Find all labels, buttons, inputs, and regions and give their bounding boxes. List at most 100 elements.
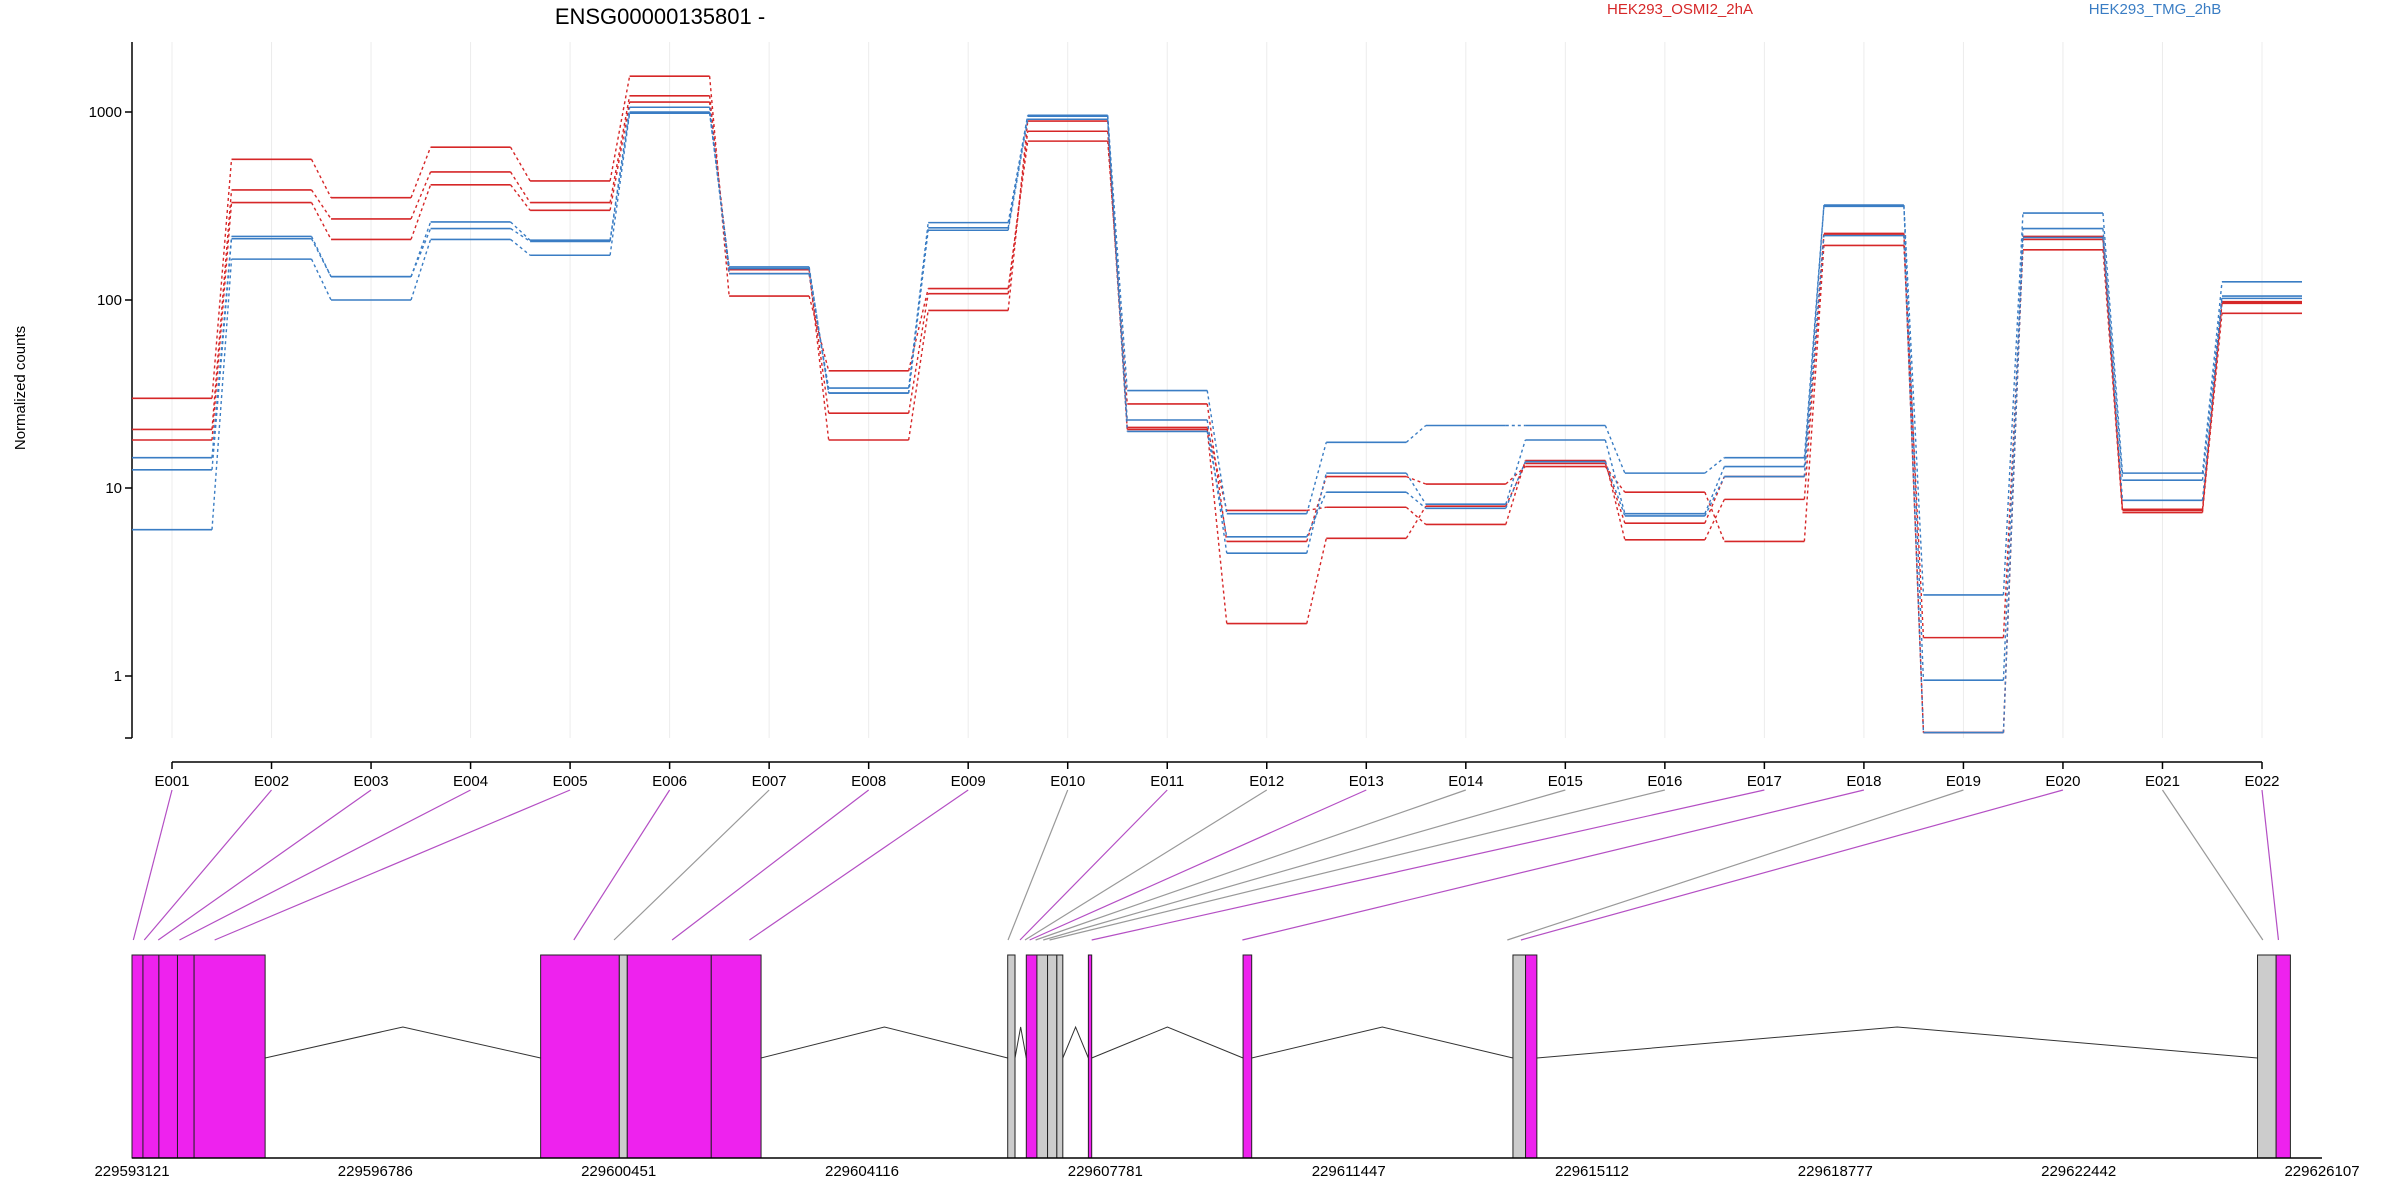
series-5-connector (2102, 237, 2124, 501)
series-1-connector (410, 171, 432, 220)
grid-layer (171, 42, 2263, 738)
series-0-connector (1803, 245, 1825, 542)
series-4-connector (1803, 206, 1825, 467)
series-1-connector (907, 293, 929, 414)
x-tick-label: E021 (2145, 773, 2180, 790)
exon-link-E001 (132, 789, 173, 941)
intron-line (1091, 1026, 1244, 1059)
exon-block-E007 (618, 954, 628, 1159)
series-0-connector (410, 146, 432, 198)
intron-line (1536, 1026, 2258, 1059)
series-4-connector (510, 227, 531, 242)
exon-link-E021 (2161, 789, 2264, 941)
x-tick-label: E022 (2244, 773, 2279, 790)
x-tick-label: E009 (951, 773, 986, 790)
series-2-connector (1007, 120, 1029, 311)
series-1-connector (1704, 499, 1726, 541)
genome-tick-label: 229607781 (1068, 1163, 1143, 1180)
x-tick-label: E013 (1349, 773, 1384, 790)
series-3-connector (410, 221, 432, 277)
series-0-connector (1107, 141, 1128, 404)
series-4-connector (211, 238, 233, 470)
exon-link-E015 (1043, 789, 1566, 941)
x-tick-label: E002 (254, 773, 289, 790)
x-tick-label: E019 (1946, 773, 1981, 790)
series-1-connector (509, 171, 531, 203)
series-5-connector (1903, 235, 1925, 733)
exon-block-E015 (1087, 954, 1093, 1159)
series-5-connector (1405, 491, 1427, 509)
genome-tick-label: 229622442 (2041, 1163, 2116, 1180)
series-2-connector (609, 101, 631, 211)
series-0-connector (1206, 403, 1228, 542)
series-3-connector (211, 236, 233, 458)
exon-link-E009 (749, 789, 969, 941)
series-5-connector (410, 239, 432, 301)
series-1-connector (310, 189, 332, 220)
x-tick-label: E010 (1050, 773, 1085, 790)
series-3-connector (1107, 115, 1128, 391)
series-1-connector (211, 189, 233, 430)
series-3-connector (1803, 204, 1825, 458)
y-tick-label: 1 (114, 668, 122, 685)
gene-model: 229593121 229596786 229600451 229604116 2296… (94, 954, 2360, 1180)
y-tick-label: 100 (97, 292, 122, 309)
exon-block-E019 (2257, 954, 2277, 1159)
exon-link-E020 (1520, 789, 2064, 941)
series-5-connector (1107, 119, 1128, 432)
intron-line (265, 1026, 541, 1059)
series-0-connector (1406, 475, 1427, 485)
series-0-connector (211, 159, 233, 399)
genome-tick-label: 229593121 (94, 1163, 169, 1180)
series-4-connector (2102, 228, 2124, 481)
exon-link-E022 (2261, 789, 2280, 941)
x-tick-label: E008 (851, 773, 886, 790)
x-tick-label: E015 (1548, 773, 1583, 790)
series-3-connector (2002, 213, 2024, 595)
exon-block-E010 (1007, 954, 1016, 1159)
exon-link-E018 (1242, 789, 1865, 941)
series-0-connector (1704, 491, 1726, 542)
exon-block-E016 (1242, 954, 1253, 1159)
series-2-connector (510, 184, 531, 211)
genome-tick-label: 229615112 (1555, 1163, 1629, 1180)
series-3-connector (2102, 213, 2124, 474)
series-lines (132, 75, 2302, 734)
x-tick-label: E014 (1448, 773, 1483, 790)
exon-block-E014 (1056, 954, 1064, 1159)
exon-block-E020 (2275, 954, 2291, 1159)
genome-tick-label: 229626107 (2284, 1163, 2359, 1180)
series-5-connector (2201, 298, 2223, 501)
exon-link-E014 (1035, 789, 1467, 941)
series-1-connector (1206, 427, 1228, 511)
chart-title: ENSG00000135801 - (555, 4, 765, 29)
x-tick-label: E001 (154, 773, 189, 790)
series-2-connector (2102, 236, 2124, 511)
series-0-connector (509, 146, 531, 182)
exon-link-E004 (179, 789, 471, 941)
exon-block-E001 (131, 954, 144, 1159)
series-4-connector (1405, 472, 1427, 505)
series-5-connector (1604, 461, 1626, 517)
series-3-connector (1405, 424, 1427, 443)
series-3-connector (1704, 457, 1725, 474)
series-2-connector (1604, 463, 1626, 524)
exon-block-E008 (626, 954, 712, 1159)
series-4-connector (310, 238, 332, 278)
intron-line (1251, 1026, 1514, 1059)
series-1-connector (609, 95, 631, 203)
series-2-connector (1405, 505, 1427, 539)
series-2-connector (1206, 429, 1228, 624)
series-3-connector (1604, 425, 1626, 474)
series-0-connector (310, 159, 332, 199)
exon-link-E008 (671, 789, 870, 941)
series-5-connector (1704, 476, 1726, 517)
series-4-connector (2002, 228, 2024, 681)
series-5-connector (708, 113, 730, 267)
series-4-connector (410, 228, 432, 277)
x-tick-label: E006 (652, 773, 687, 790)
exon-block-E003 (158, 954, 178, 1159)
series-2-connector (907, 310, 929, 441)
